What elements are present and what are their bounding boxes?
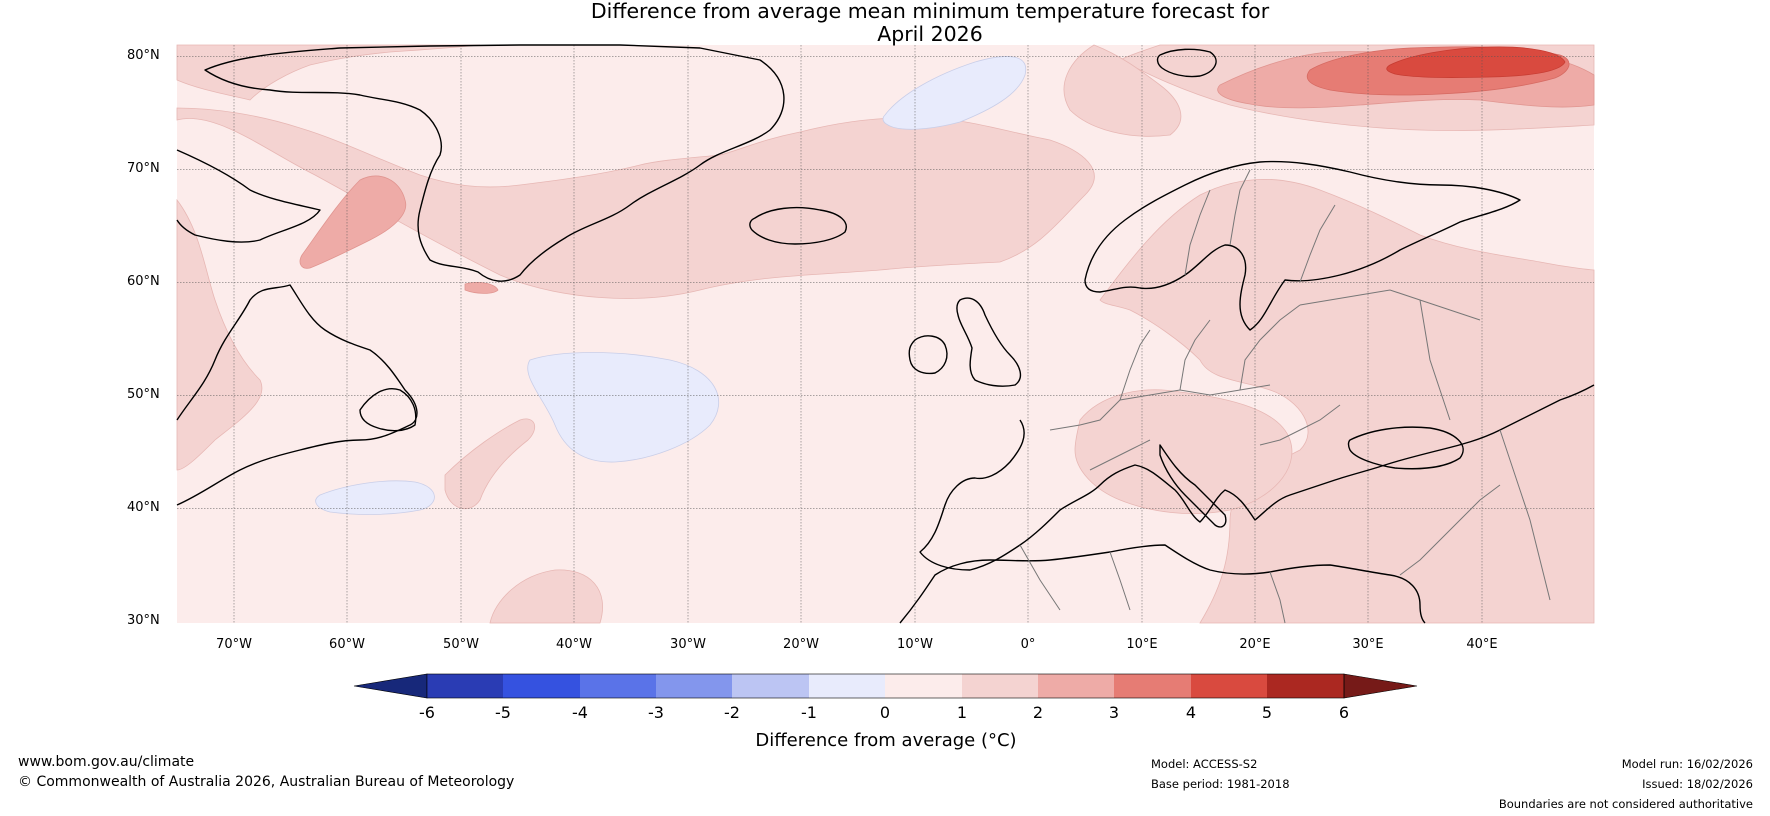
colorbar-tick-minus3: -3 bbox=[648, 703, 664, 722]
lon-label-10w: 10°W bbox=[897, 637, 933, 652]
colorbar-segment-8 bbox=[962, 674, 1038, 698]
colorbar bbox=[353, 673, 1418, 699]
colorbar-tick-1: 1 bbox=[956, 703, 968, 722]
border-lines bbox=[1019, 169, 1551, 624]
lat-label-30n: 30°N bbox=[127, 613, 160, 628]
lat-label-40n: 40°N bbox=[127, 500, 160, 515]
lon-label-30w: 30°W bbox=[670, 637, 706, 652]
lon-label-30e: 30°E bbox=[1352, 637, 1384, 652]
anomaly-region-azores-cool bbox=[315, 480, 435, 515]
colorbar-arrow-low bbox=[353, 673, 428, 699]
lon-label-70w: 70°W bbox=[216, 637, 252, 652]
anomaly-region-north-atlantic bbox=[176, 107, 1095, 299]
lat-label-50n: 50°N bbox=[127, 387, 160, 402]
anomaly-4-5-regions bbox=[1386, 46, 1566, 78]
anomaly-region-kara-core bbox=[1386, 46, 1566, 78]
colorbar-tick-0: 0 bbox=[879, 703, 891, 722]
anomaly-region-mid-atlantic-cool bbox=[527, 352, 720, 463]
footer-copyright: © Commonwealth of Australia 2026, Austra… bbox=[18, 774, 515, 790]
colorbar-segment-12 bbox=[1267, 674, 1344, 698]
colorbar-tick-minus2: -2 bbox=[724, 703, 740, 722]
colorbar-arrow-high bbox=[1343, 673, 1418, 699]
colorbar-segment-1 bbox=[427, 674, 503, 698]
colorbar-tick-minus5: -5 bbox=[495, 703, 511, 722]
anomaly-region-scandinavia bbox=[1099, 178, 1595, 624]
anomaly-region-labrador bbox=[176, 198, 263, 471]
anomaly-region-labrador-sea bbox=[299, 175, 407, 269]
map-gridlines bbox=[177, 45, 1594, 623]
lon-label-40w: 40°W bbox=[556, 637, 592, 652]
anomaly-region-subtropical bbox=[489, 569, 603, 624]
lon-label-50w: 50°W bbox=[443, 637, 479, 652]
coastline-iceland bbox=[749, 206, 847, 245]
colorbar-segment-11 bbox=[1191, 674, 1267, 698]
lon-label-10e: 10°E bbox=[1126, 637, 1158, 652]
lat-label-70n: 70°N bbox=[127, 161, 160, 176]
chart-title-line1: Difference from average mean minimum tem… bbox=[590, 0, 1270, 23]
colorbar-outline bbox=[426, 673, 1345, 699]
coastline-newfoundland bbox=[359, 388, 417, 432]
colorbar-tick-minus1: -1 bbox=[801, 703, 817, 722]
colorbar-tick-2: 2 bbox=[1032, 703, 1044, 722]
colorbar-tick-minus4: -4 bbox=[572, 703, 588, 722]
colorbar-tick-4: 4 bbox=[1185, 703, 1197, 722]
lat-label-60n: 60°N bbox=[127, 274, 160, 289]
coastline-svalbard bbox=[1156, 48, 1217, 78]
anomaly-region-greenland-sea-cool bbox=[882, 56, 1027, 130]
colorbar-segment-3 bbox=[580, 674, 656, 698]
anomaly-region-north bbox=[176, 44, 481, 101]
lon-label-40e: 40°E bbox=[1466, 637, 1498, 652]
coastline-baffin bbox=[176, 149, 321, 243]
lon-label-20e: 20°E bbox=[1239, 637, 1271, 652]
colorbar-title: Difference from average (°C) bbox=[755, 730, 1017, 751]
footer-model-run: Model run: 16/02/2026 bbox=[1621, 757, 1753, 771]
coastline-europe-west bbox=[919, 384, 1595, 571]
lon-label-0: 0° bbox=[1020, 637, 1036, 652]
footer-base-period: Base period: 1981-2018 bbox=[1151, 777, 1290, 791]
coastline-ireland bbox=[908, 335, 948, 375]
anomaly-region-iceland-patch bbox=[464, 282, 499, 294]
coastline-black-sea bbox=[1347, 426, 1464, 470]
chart-title-line2: April 2026 bbox=[877, 22, 983, 46]
footer-website: www.bom.gov.au/climate bbox=[18, 754, 195, 770]
lat-label-80n: 80°N bbox=[127, 48, 160, 63]
colorbar-segment-2 bbox=[503, 674, 580, 698]
colorbar-segment-6 bbox=[809, 674, 885, 698]
footer-issued: Issued: 18/02/2026 bbox=[1642, 777, 1753, 791]
coastline-greenland bbox=[204, 44, 785, 282]
colorbar-tick-5: 5 bbox=[1261, 703, 1273, 722]
colorbar-segment-9 bbox=[1038, 674, 1114, 698]
footer-model: Model: ACCESS-S2 bbox=[1151, 757, 1258, 771]
colorbar-tick-6: 6 bbox=[1338, 703, 1350, 722]
country-borders bbox=[1019, 169, 1551, 624]
footer-disclaimer: Boundaries are not considered authoritat… bbox=[1498, 797, 1753, 811]
anomaly-1-2-regions bbox=[176, 44, 1595, 624]
anomaly-region-mid-atlantic bbox=[444, 418, 536, 510]
anomaly-region-europe-south bbox=[1074, 389, 1293, 514]
anomaly-region-arctic-barents bbox=[1063, 44, 1182, 137]
colorbar-tick-3: 3 bbox=[1108, 703, 1120, 722]
anomaly-minus-1-0-regions bbox=[315, 56, 1027, 515]
colorbar-segment-10 bbox=[1114, 674, 1191, 698]
colorbar-segment-4 bbox=[656, 674, 732, 698]
colorbar-segment-7 bbox=[885, 674, 962, 698]
coastline-italy bbox=[1159, 444, 1227, 528]
colorbar-segment-5 bbox=[732, 674, 809, 698]
lon-label-60w: 60°W bbox=[329, 637, 365, 652]
lon-label-20w: 20°W bbox=[783, 637, 819, 652]
coastline-canada bbox=[176, 284, 418, 506]
colorbar-tick-minus6: -6 bbox=[419, 703, 435, 722]
coastline-north-africa bbox=[899, 544, 1426, 624]
chart-title: Difference from average mean minimum tem… bbox=[0, 0, 1770, 46]
coastline-britain bbox=[956, 297, 1022, 387]
